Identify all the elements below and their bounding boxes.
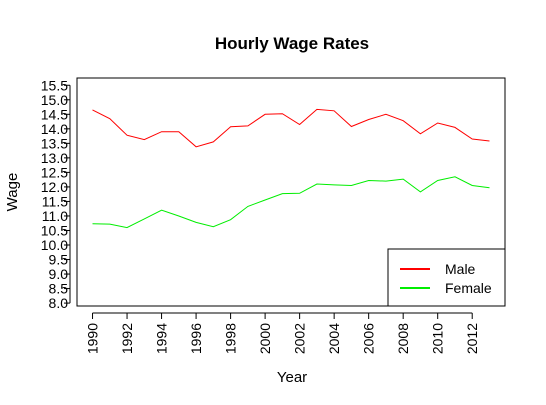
x-tick-label: 2008 xyxy=(395,323,411,354)
x-tick-label: 2012 xyxy=(464,323,480,354)
x-tick-label: 2000 xyxy=(257,323,273,354)
y-tick-label: 12.5 xyxy=(41,164,68,180)
y-tick-label: 13.5 xyxy=(41,135,68,151)
y-tick-label: 10.0 xyxy=(41,237,68,253)
y-tick-label: 15.0 xyxy=(41,92,68,108)
y-tick-label: 14.5 xyxy=(41,106,68,122)
y-tick-label: 9.5 xyxy=(49,252,69,268)
x-axis: 1990 1992 1994 1996 1998 2000 2002 2004 2006 2008… xyxy=(85,312,480,354)
y-axis: 8.08.59.09.510.010.511.011.512.012.513.0… xyxy=(41,77,71,311)
series-line-male xyxy=(92,108,490,148)
x-tick-label: 2010 xyxy=(430,323,446,354)
x-tick-label: 2004 xyxy=(326,323,342,354)
series-layer xyxy=(92,108,490,229)
y-tick-label: 11.5 xyxy=(42,193,68,209)
x-tick-label: 1996 xyxy=(188,323,204,354)
y-axis-label: Wage xyxy=(4,173,21,212)
x-tick-label: 2006 xyxy=(361,323,377,354)
y-tick-label: 15.5 xyxy=(41,77,68,93)
y-tick-label: 14.0 xyxy=(41,121,68,137)
series-line-female xyxy=(92,176,490,229)
y-tick-label: 12.0 xyxy=(41,179,68,195)
plot-area-frame xyxy=(76,77,506,307)
x-axis-label: Year xyxy=(277,369,307,386)
x-tick-label: 1990 xyxy=(85,323,101,354)
y-tick-label: 13.0 xyxy=(41,150,68,166)
x-tick-label: 2002 xyxy=(292,323,308,354)
x-tick-label: 1992 xyxy=(119,323,135,354)
y-tick-label: 8.5 xyxy=(49,281,69,297)
y-tick-label: 9.0 xyxy=(49,266,69,282)
legend-box xyxy=(387,248,506,307)
legend: Male Female xyxy=(387,248,506,307)
y-tick-label: 11.0 xyxy=(42,208,68,224)
chart-title: Hourly Wage Rates xyxy=(215,34,369,53)
legend-label-male: Male xyxy=(445,261,476,277)
x-tick-label: 1994 xyxy=(154,323,170,354)
x-tick-label: 1998 xyxy=(223,323,239,354)
y-tick-label: 8.0 xyxy=(49,295,69,311)
y-tick-label: 10.5 xyxy=(41,222,68,238)
legend-label-female: Female xyxy=(445,280,492,296)
